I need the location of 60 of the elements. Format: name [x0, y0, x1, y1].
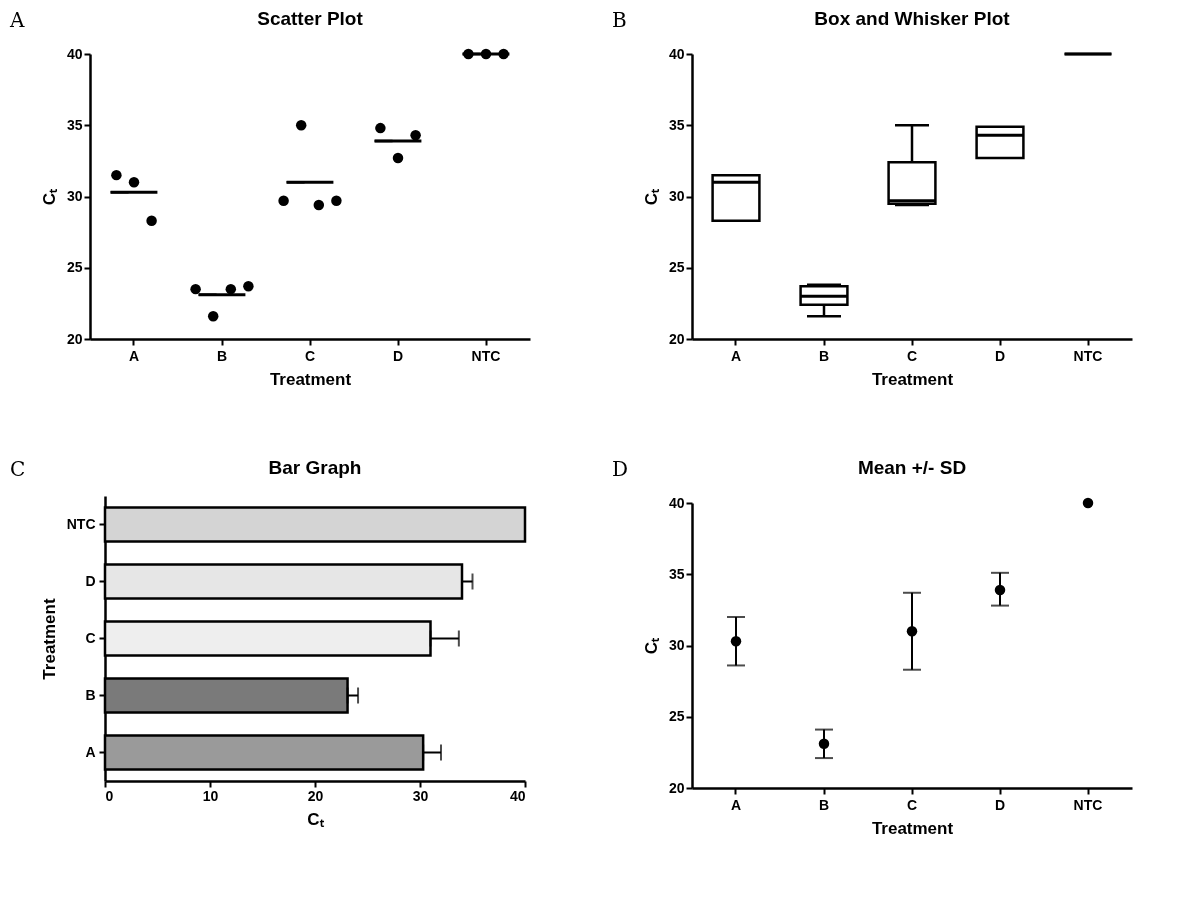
text: C [10, 457, 26, 481]
y-tick-label: 25 [66, 259, 83, 276]
chart-title: Mean +/- SD [857, 457, 967, 478]
x-tick-label: D [392, 347, 404, 364]
point [906, 626, 918, 637]
x-tick-label: 0 [105, 787, 114, 804]
x-tick-label: A [730, 796, 742, 813]
x-tick-label: NTC [1073, 796, 1103, 813]
y-tick-label: 25 [668, 259, 685, 276]
x-tick-label: 30 [412, 787, 429, 804]
y-tick-label: 30 [66, 188, 83, 204]
x-axis-title: Cₜ [307, 809, 325, 829]
y-axis-title: Cₜ [39, 187, 59, 206]
x-tick-label: B [216, 347, 228, 364]
y-tick-label: 40 [668, 494, 685, 511]
y-tick-label: 35 [668, 116, 685, 133]
y-tick-label: D [85, 572, 96, 589]
x-tick-label: A [128, 347, 140, 364]
x-tick-label: C [906, 347, 918, 364]
x-tick-label: C [906, 796, 918, 813]
x-axis-title: Treatment [871, 818, 954, 838]
point [730, 635, 742, 647]
point [994, 584, 1006, 596]
x-tick-label: NTC [1073, 347, 1103, 364]
x-tick-label: D [994, 796, 1006, 813]
point [1082, 497, 1094, 509]
point [818, 738, 830, 750]
y-tick-label: NTC [66, 515, 96, 532]
x-tick-label: 20 [307, 787, 324, 804]
y-tick-label: 35 [66, 116, 83, 133]
x-tick-label: D [994, 347, 1006, 364]
y-tick-label: B [85, 686, 96, 703]
x-tick-label: 10 [202, 787, 219, 804]
y-tick-label: 30 [668, 188, 685, 204]
y-tick-label: C [85, 629, 96, 646]
y-axis-title: Cₜ [641, 636, 661, 655]
chart-title: Bar Graph [268, 457, 362, 478]
y-axis-title: Treatment [39, 598, 59, 680]
y-tick-label: 30 [668, 637, 685, 653]
y-axis-title: Cₜ [641, 187, 661, 206]
x-tick-label: B [818, 347, 830, 364]
x-tick-label: C [304, 347, 316, 364]
chart-title: Box and Whisker Plot [814, 8, 1011, 29]
y-tick-label: 20 [668, 330, 685, 347]
x-axis-title: Treatment [269, 369, 352, 389]
x-tick-label: A [730, 347, 742, 364]
x-tick-label: B [818, 796, 830, 813]
y-tick-label: A [85, 743, 96, 760]
y-tick-label: 40 [668, 45, 685, 62]
text: D [612, 457, 629, 481]
x-tick-label: 40 [509, 787, 526, 804]
text: A [10, 8, 25, 32]
x-tick-label: NTC [471, 347, 501, 364]
chart-title: Scatter Plot [257, 8, 364, 29]
text: B [612, 8, 627, 32]
x-axis-title: Treatment [871, 369, 954, 389]
y-tick-label: 40 [66, 45, 83, 62]
y-tick-label: 20 [66, 330, 83, 347]
y-tick-label: 35 [668, 565, 685, 582]
y-tick-label: 25 [668, 708, 685, 725]
